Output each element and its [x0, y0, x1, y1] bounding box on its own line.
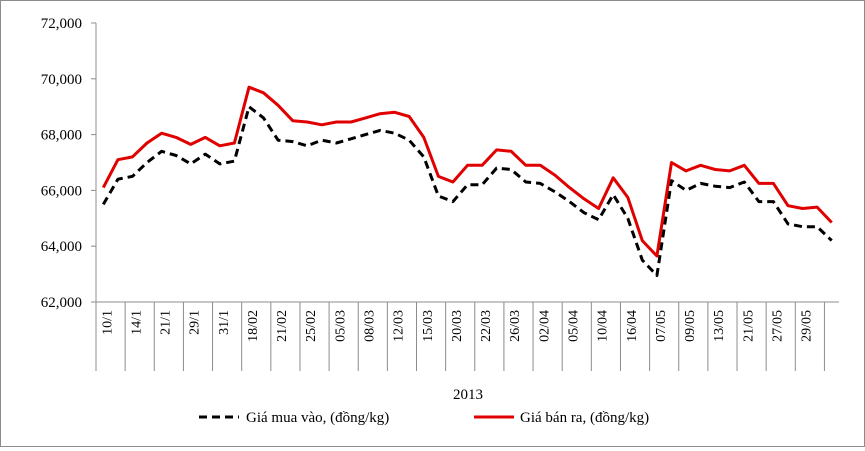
- x-tick-label: 18/02: [246, 310, 261, 342]
- y-tick-label: 62,000: [41, 295, 82, 311]
- x-tick-label: 31/1: [217, 310, 232, 335]
- x-tick-label: 29/05: [800, 310, 815, 342]
- x-tick-label: 14/1: [129, 310, 144, 335]
- x-tick-label: 21/02: [275, 310, 290, 342]
- y-tick-label: 70,000: [41, 72, 82, 88]
- x-axis-label: 2013: [453, 387, 483, 403]
- x-tick-label: 29/1: [188, 310, 203, 335]
- x-tick-label: 07/05: [654, 310, 669, 342]
- y-tick-label: 64,000: [41, 239, 82, 255]
- x-tick-label: 21/1: [159, 310, 174, 335]
- series-line-buy: [102, 105, 833, 277]
- x-tick-label: 13/05: [712, 310, 727, 342]
- x-tick-label: 10/1: [100, 310, 115, 335]
- x-tick-label: 12/03: [392, 310, 407, 342]
- x-tick-label: 27/05: [770, 310, 785, 342]
- legend-label: Giá bán ra, (đồng/kg): [520, 410, 649, 426]
- x-tick-label: 02/04: [537, 310, 552, 342]
- x-tick-label: 08/03: [363, 310, 378, 342]
- legend: Giá mua vào, (đồng/kg) Giá bán ra, (đồng/…: [199, 410, 649, 426]
- y-tick-label: 72,000: [41, 16, 82, 32]
- x-tick-label: 20/03: [450, 310, 465, 342]
- x-tick-label: 22/03: [479, 310, 494, 342]
- y-axis-tick-labels: 62,000 64,000 66,000 68,000 70,000 72,000: [41, 16, 82, 311]
- x-tick-label: 10/04: [596, 310, 611, 342]
- series-lines: [101, 85, 833, 277]
- y-tick-label: 66,000: [41, 183, 82, 199]
- x-tick-label: 09/05: [683, 310, 698, 342]
- legend-label: Giá mua vào, (đồng/kg): [246, 410, 389, 426]
- x-tick-label: 26/03: [508, 310, 523, 342]
- y-tick-label: 68,000: [41, 128, 82, 144]
- x-tick-label: 25/02: [304, 310, 319, 342]
- x-tick-label: 21/05: [741, 310, 756, 342]
- x-tick-label: 05/04: [567, 310, 582, 342]
- x-tick-label: 05/03: [333, 310, 348, 342]
- x-axis-tick-labels: 10/1 14/1 21/1 29/1 31/1 18/02 21/02 25/02 05/03…: [100, 310, 814, 342]
- x-tick-label: 15/03: [421, 310, 436, 342]
- axes: [91, 22, 839, 371]
- series-line-sell: [101, 85, 833, 258]
- x-tick-label: 16/04: [625, 310, 640, 342]
